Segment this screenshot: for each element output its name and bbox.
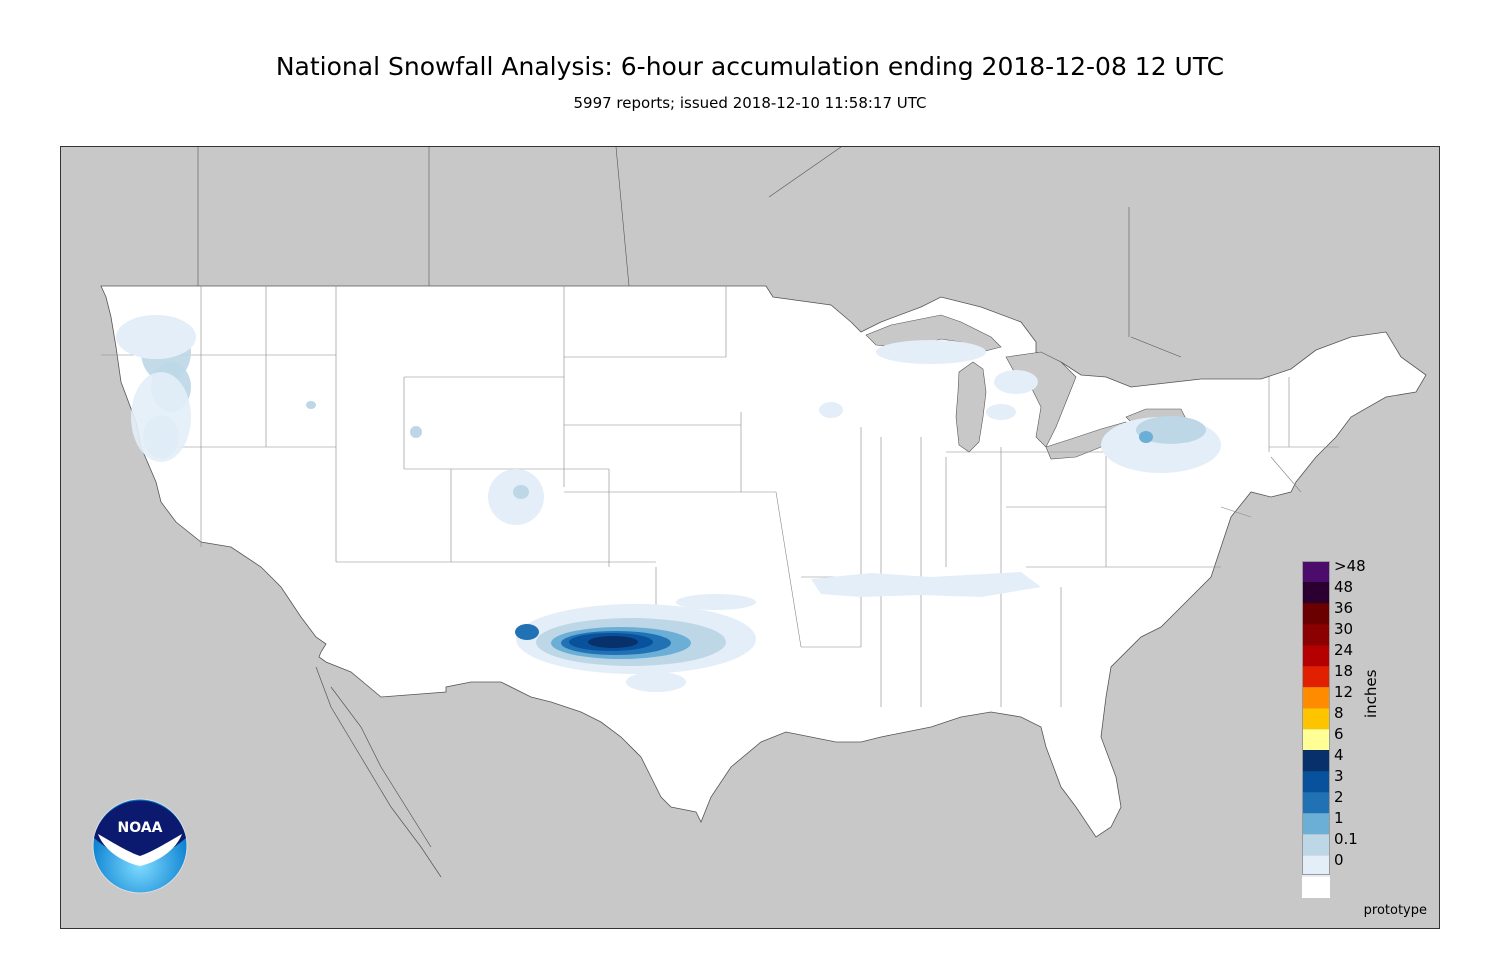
legend-swatch	[1302, 645, 1330, 667]
state-borders	[101, 286, 1339, 707]
legend-label: 0	[1334, 851, 1344, 869]
noaa-logo-text: NOAA	[118, 820, 163, 836]
map-subtitle: 5997 reports; issued 2018-12-10 11:58:17…	[573, 94, 927, 112]
snowfall-map[interactable]: prototype	[60, 146, 1440, 929]
legend-label: 48	[1334, 578, 1354, 596]
legend-swatch	[1302, 750, 1330, 772]
legend-swatch	[1302, 687, 1330, 709]
legend-swatch	[1302, 561, 1330, 583]
legend-label: 4	[1334, 746, 1344, 764]
legend-unit-label: inches	[1362, 669, 1380, 718]
legend-swatch	[1302, 603, 1330, 625]
legend-label: 30	[1334, 620, 1354, 638]
legend-label: 0.1	[1334, 830, 1358, 848]
legend-label: 24	[1334, 641, 1354, 659]
prototype-watermark: prototype	[1363, 903, 1427, 918]
legend-label: 6	[1334, 725, 1344, 743]
map-title: National Snowfall Analysis: 6-hour accum…	[275, 52, 1225, 81]
legend-swatch	[1302, 708, 1330, 730]
legend-swatch	[1302, 666, 1330, 688]
legend-swatch	[1302, 792, 1330, 814]
legend-swatch	[1302, 771, 1330, 793]
legend-label: >48	[1334, 557, 1366, 575]
conus-land	[100, 285, 1427, 838]
legend-swatch	[1302, 729, 1330, 751]
legend-label: 3	[1334, 767, 1344, 785]
legend-label: 18	[1334, 662, 1354, 680]
legend-label: 8	[1334, 704, 1344, 722]
legend-label: 36	[1334, 599, 1354, 617]
legend-swatch	[1302, 813, 1330, 835]
snowfall-shading	[116, 315, 1221, 692]
noaa-logo-icon: NOAA	[92, 798, 188, 894]
legend-label: 12	[1334, 683, 1354, 701]
lake-michigan	[955, 361, 987, 453]
legend-label: 1	[1334, 809, 1344, 827]
legend-label: 2	[1334, 788, 1344, 806]
legend-swatch	[1302, 855, 1330, 877]
canada-province-lines	[197, 147, 1182, 358]
map-canvas	[100, 147, 1427, 878]
mexico-coast	[315, 666, 442, 878]
legend-swatch	[1302, 624, 1330, 646]
legend-swatch	[1302, 876, 1330, 898]
legend-swatch	[1302, 834, 1330, 856]
legend-swatch	[1302, 582, 1330, 604]
